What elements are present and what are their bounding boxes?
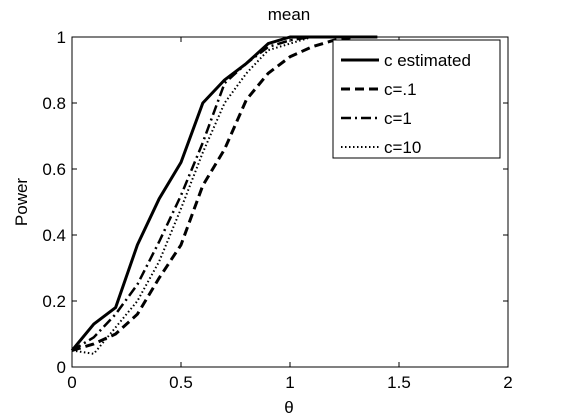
legend-label: c estimated xyxy=(384,51,471,70)
y-tick-label: 0.2 xyxy=(42,292,66,311)
x-tick-label: 0 xyxy=(67,373,76,392)
y-tick-label: 1 xyxy=(57,28,66,47)
x-axis-label: θ xyxy=(284,398,293,417)
legend-label: c=1 xyxy=(384,109,412,128)
x-tick-label: 0.5 xyxy=(169,373,193,392)
y-tick-label: 0.4 xyxy=(42,226,66,245)
y-tick-label: 0 xyxy=(57,358,66,377)
legend: c estimated c=.1 c=1 c=10 xyxy=(332,39,501,159)
axis-ticks: 0 0.5 1 1.5 2 0 0.2 0.4 0.6 0.8 1 xyxy=(42,28,512,392)
x-tick-label: 2 xyxy=(503,373,512,392)
legend-label: c=10 xyxy=(384,138,421,157)
y-tick-label: 0.6 xyxy=(42,160,66,179)
y-tick-label: 0.8 xyxy=(42,94,66,113)
series-line-2 xyxy=(71,35,378,352)
x-tick-label: 1 xyxy=(285,373,294,392)
y-axis-label: Power xyxy=(12,178,31,227)
chart-title: mean xyxy=(268,5,311,24)
legend-label: c=.1 xyxy=(384,80,417,99)
x-tick-label: 1.5 xyxy=(387,373,411,392)
series-line-1 xyxy=(71,35,378,352)
series-lines xyxy=(70,35,378,355)
